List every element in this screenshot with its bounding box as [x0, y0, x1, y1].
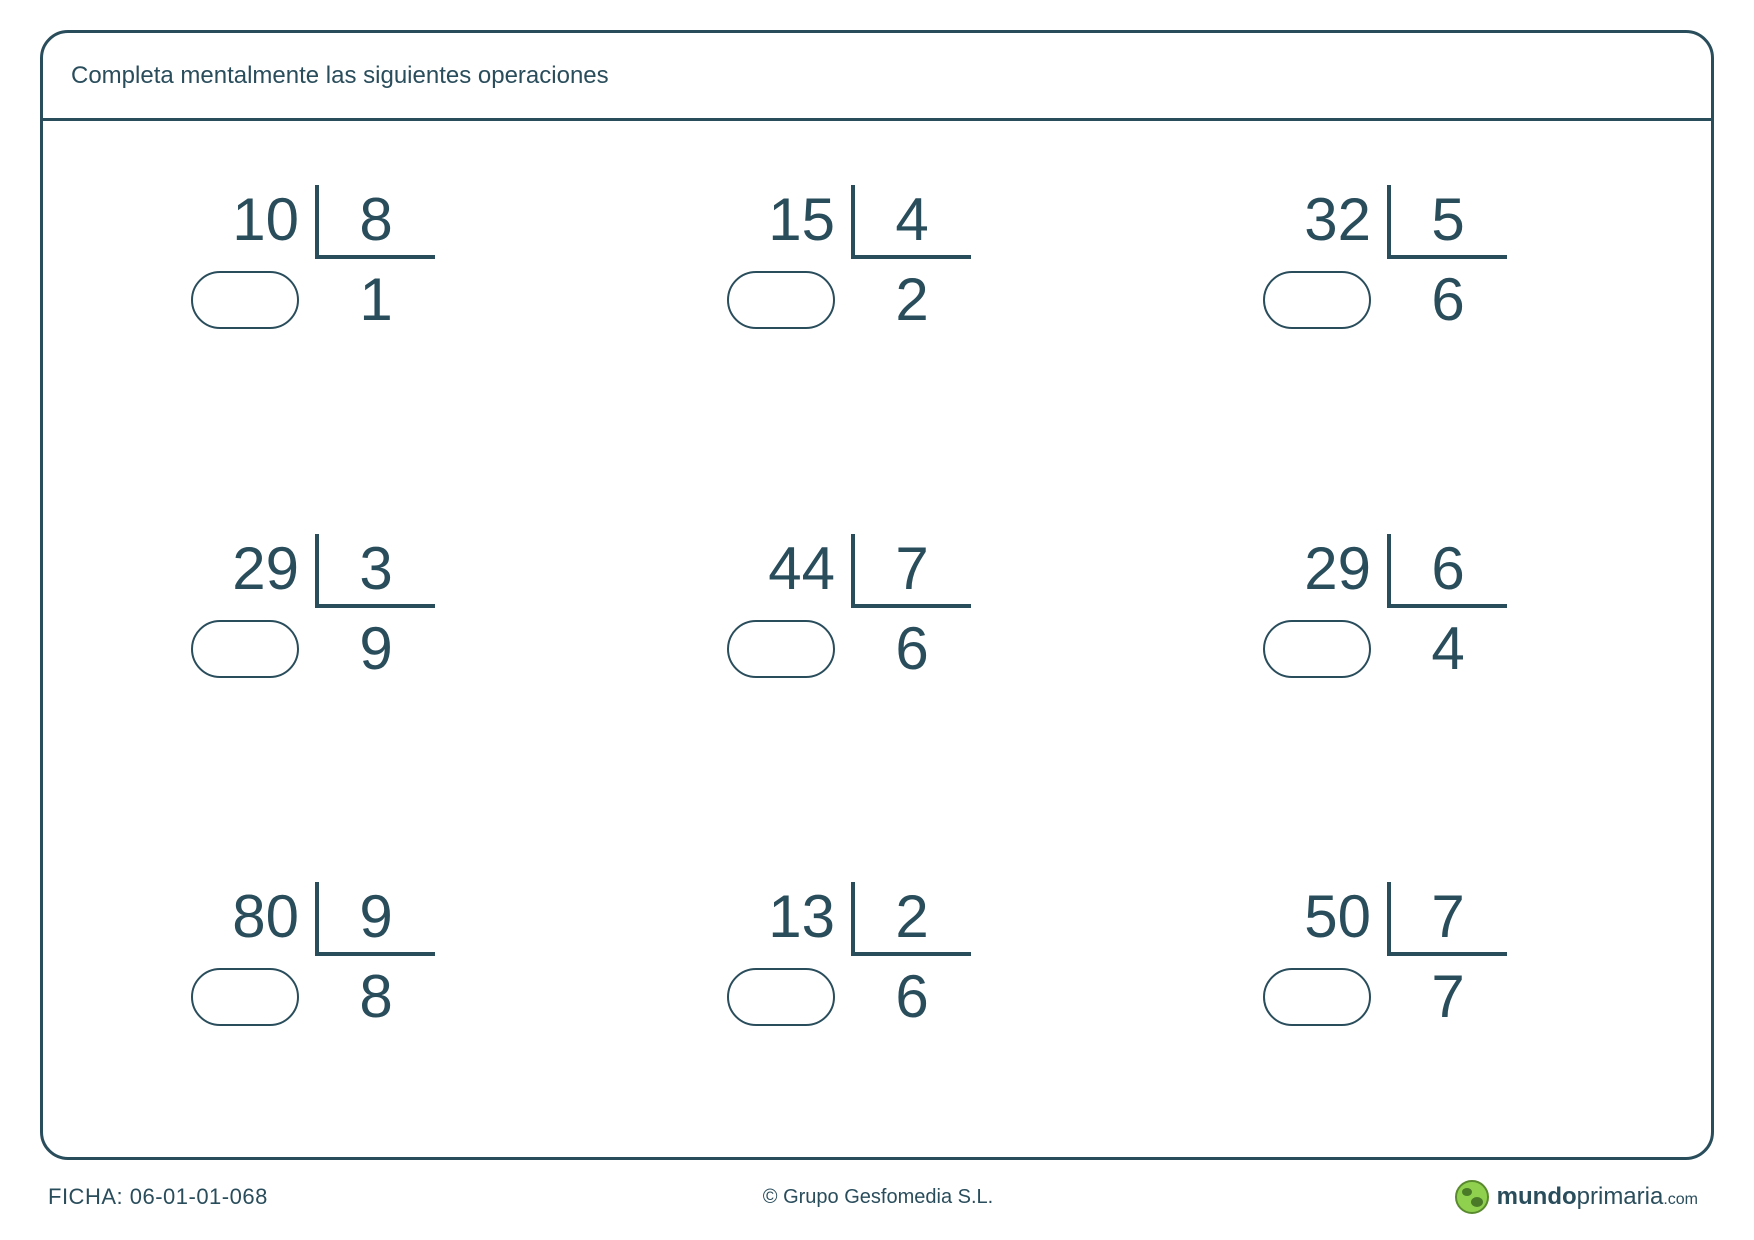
header-bar: Completa mentalmente las siguientes oper… — [43, 33, 1711, 121]
worksheet-sheet: Completa mentalmente las siguientes oper… — [40, 30, 1714, 1160]
copyright-text: © Grupo Gesfomedia S.L. — [763, 1186, 993, 1209]
problems-grid: 108115423256293944762964809813265077 — [43, 121, 1711, 1157]
dividend: 29 — [1253, 534, 1371, 603]
ficha-code: FICHA: 06-01-01-068 — [48, 1184, 268, 1210]
divisor: 7 — [1403, 882, 1493, 951]
quotient: 8 — [331, 962, 421, 1031]
instruction-text: Completa mentalmente las siguientes oper… — [71, 62, 609, 90]
remainder-input[interactable] — [191, 271, 299, 329]
dividend: 13 — [717, 882, 835, 951]
brand-logo: mundoprimaria.com — [1455, 1180, 1708, 1214]
division-problem: 2964 — [1253, 540, 1573, 710]
quotient: 7 — [1403, 962, 1493, 1031]
dividend: 50 — [1253, 882, 1371, 951]
division-problem: 8098 — [181, 888, 501, 1058]
divisor: 4 — [867, 185, 957, 254]
divisor: 6 — [1403, 534, 1493, 603]
globe-icon — [1455, 1180, 1489, 1214]
division-problem: 1542 — [717, 191, 1037, 361]
remainder-input[interactable] — [1263, 968, 1371, 1026]
division-problem: 2939 — [181, 540, 501, 710]
footer: FICHA: 06-01-01-068 © Grupo Gesfomedia S… — [48, 1172, 1708, 1222]
divisor: 8 — [331, 185, 421, 254]
brand-bold: mundo — [1497, 1183, 1577, 1210]
remainder-input[interactable] — [727, 271, 835, 329]
brand-name: mundoprimaria.com — [1497, 1183, 1698, 1211]
divisor: 5 — [1403, 185, 1493, 254]
dividend: 10 — [181, 185, 299, 254]
brand-domain: .com — [1663, 1191, 1698, 1208]
quotient: 9 — [331, 614, 421, 683]
remainder-input[interactable] — [1263, 620, 1371, 678]
division-problem: 5077 — [1253, 888, 1573, 1058]
remainder-input[interactable] — [1263, 271, 1371, 329]
remainder-input[interactable] — [191, 968, 299, 1026]
divisor: 9 — [331, 882, 421, 951]
quotient: 1 — [331, 265, 421, 334]
division-problem: 3256 — [1253, 191, 1573, 361]
dividend: 15 — [717, 185, 835, 254]
divisor: 3 — [331, 534, 421, 603]
remainder-input[interactable] — [727, 968, 835, 1026]
quotient: 2 — [867, 265, 957, 334]
dividend: 80 — [181, 882, 299, 951]
remainder-input[interactable] — [191, 620, 299, 678]
divisor: 2 — [867, 882, 957, 951]
division-problem: 4476 — [717, 540, 1037, 710]
division-problem: 1326 — [717, 888, 1037, 1058]
dividend: 44 — [717, 534, 835, 603]
brand-rest: primaria — [1577, 1183, 1664, 1210]
quotient: 4 — [1403, 614, 1493, 683]
remainder-input[interactable] — [727, 620, 835, 678]
dividend: 29 — [181, 534, 299, 603]
quotient: 6 — [1403, 265, 1493, 334]
division-problem: 1081 — [181, 191, 501, 361]
quotient: 6 — [867, 614, 957, 683]
dividend: 32 — [1253, 185, 1371, 254]
quotient: 6 — [867, 962, 957, 1031]
divisor: 7 — [867, 534, 957, 603]
